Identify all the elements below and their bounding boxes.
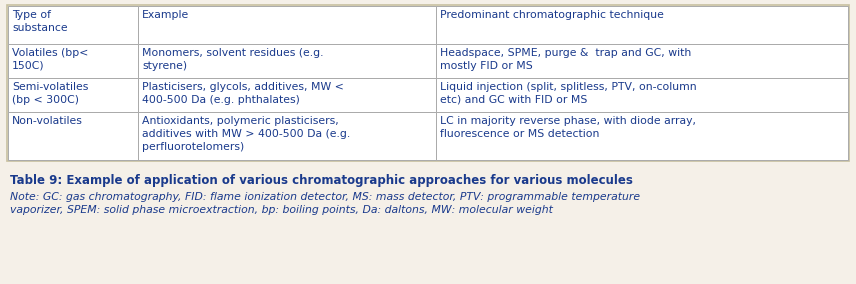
Text: Plasticisers, glycols, additives, MW <
400-500 Da (e.g. phthalates): Plasticisers, glycols, additives, MW < 4… — [142, 82, 344, 105]
Text: Example: Example — [142, 10, 189, 20]
Text: Table 9: Example of application of various chromatographic approaches for variou: Table 9: Example of application of vario… — [10, 174, 633, 187]
Text: Liquid injection (split, splitless, PTV, on-column
etc) and GC with FID or MS: Liquid injection (split, splitless, PTV,… — [440, 82, 697, 105]
Text: Predominant chromatographic technique: Predominant chromatographic technique — [440, 10, 664, 20]
Bar — [8, 78, 138, 112]
Bar — [437, 44, 848, 78]
Bar — [138, 6, 437, 44]
Text: Type of
substance: Type of substance — [12, 10, 68, 33]
Bar — [138, 44, 437, 78]
Text: LC in majority reverse phase, with diode array,
fluorescence or MS detection: LC in majority reverse phase, with diode… — [440, 116, 697, 139]
Bar — [8, 112, 138, 160]
Bar — [437, 112, 848, 160]
Text: Headspace, SPME, purge &  trap and GC, with
mostly FID or MS: Headspace, SPME, purge & trap and GC, wi… — [440, 48, 692, 71]
Text: Semi-volatiles
(bp < 300C): Semi-volatiles (bp < 300C) — [12, 82, 88, 105]
Text: Non-volatiles: Non-volatiles — [12, 116, 83, 126]
Text: Volatiles (bp<
150C): Volatiles (bp< 150C) — [12, 48, 88, 71]
Text: Antioxidants, polymeric plasticisers,
additives with MW > 400-500 Da (e.g.
perfl: Antioxidants, polymeric plasticisers, ad… — [142, 116, 350, 152]
Bar — [138, 112, 437, 160]
Bar — [7, 5, 849, 161]
Bar — [138, 78, 437, 112]
Bar — [437, 6, 848, 44]
Bar — [8, 44, 138, 78]
Bar — [437, 78, 848, 112]
Bar — [8, 6, 138, 44]
Text: Note: GC: gas chromatography, FID: flame ionization detector, MS: mass detector,: Note: GC: gas chromatography, FID: flame… — [10, 192, 640, 215]
Text: Monomers, solvent residues (e.g.
styrene): Monomers, solvent residues (e.g. styrene… — [142, 48, 324, 71]
